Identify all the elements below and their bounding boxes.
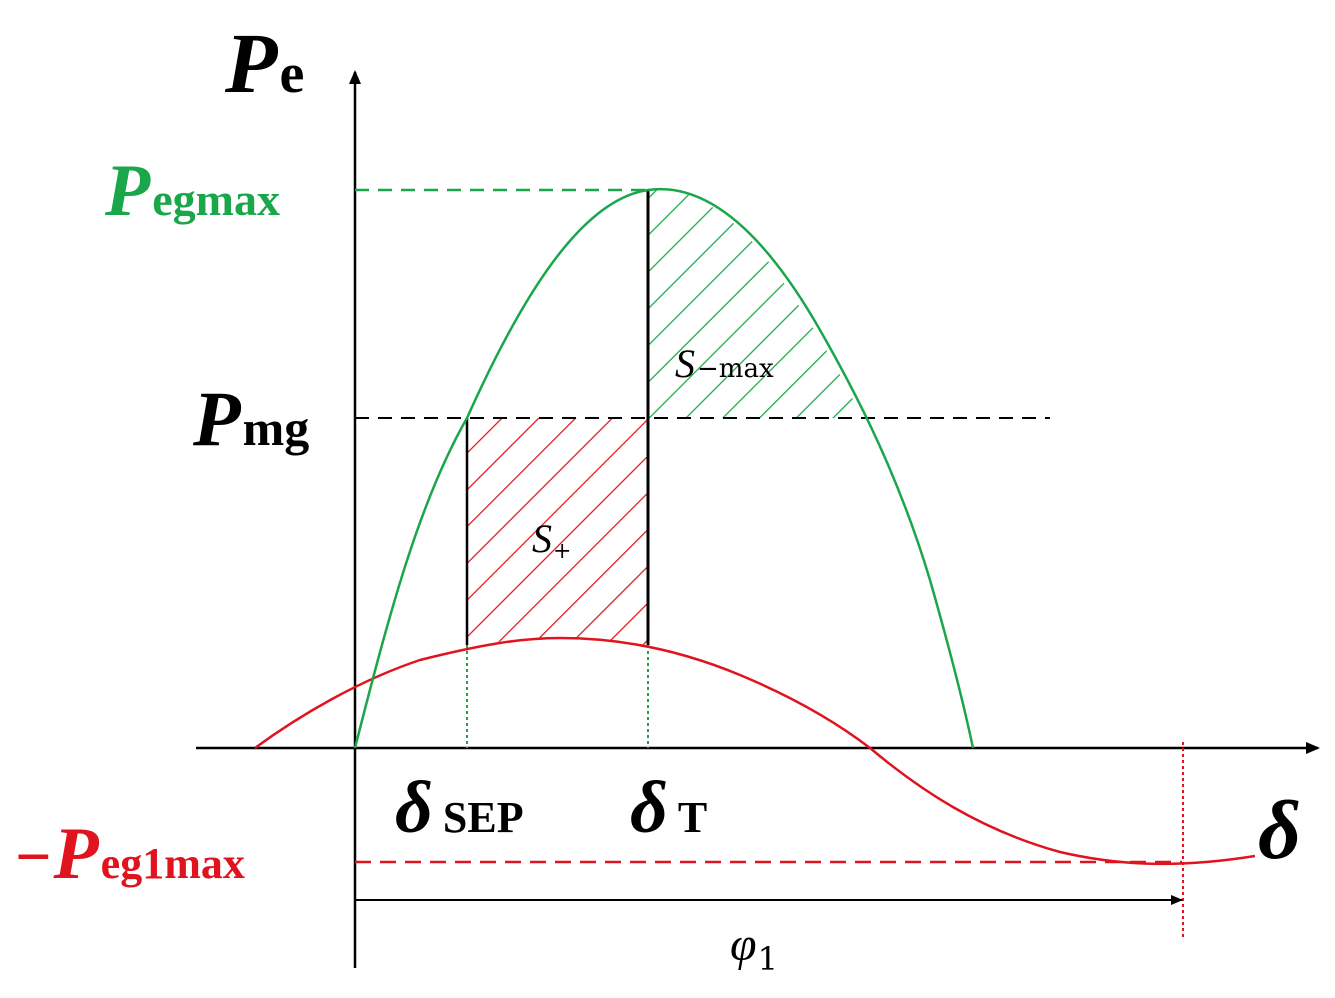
phi-label: φ1 [730, 918, 778, 978]
s-minus-max-label: S−max [675, 341, 774, 386]
pmg-label: Pmg [192, 375, 309, 462]
red-power-curve [254, 636, 1256, 866]
delta-sep-label: δ SEP [395, 767, 524, 849]
s-plus-hatch-area [467, 418, 648, 645]
peg1max-label: −Peg1max [15, 813, 245, 895]
pegmax-label: Pegmax [104, 150, 280, 232]
delta-axis-label: δ [1258, 784, 1301, 877]
green-power-curve [353, 187, 975, 749]
s-plus-label: S+ [532, 516, 571, 564]
pe-label: Pe [224, 15, 304, 111]
s-minus-max-hatch-area [648, 189, 862, 418]
